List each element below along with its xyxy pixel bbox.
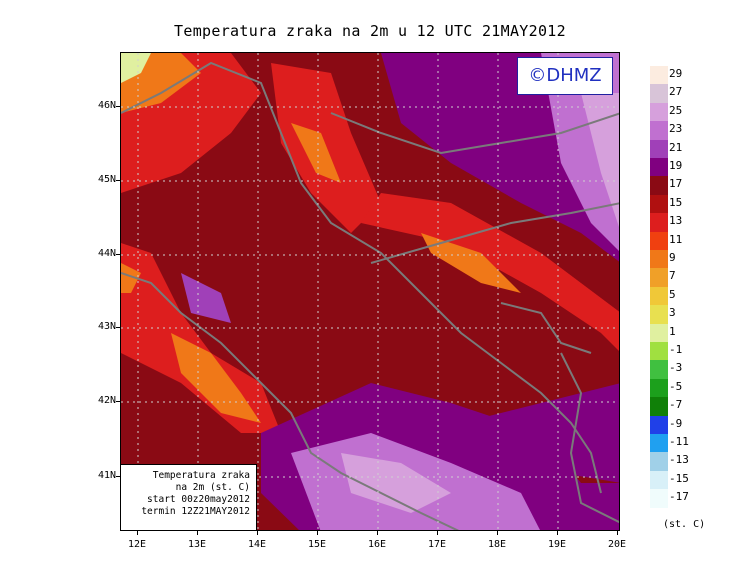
legend-swatch <box>650 268 668 287</box>
lat-label-42n: 42N <box>97 395 116 406</box>
lon-tick <box>557 531 558 535</box>
legend-swatch <box>650 231 668 250</box>
lat-tick <box>116 401 120 402</box>
legend-swatch <box>650 139 668 158</box>
legend-label: 21 <box>669 140 683 154</box>
legend-label: 11 <box>669 232 683 246</box>
lon-label-15e: 15E <box>307 539 327 550</box>
legend-label: 27 <box>669 85 683 99</box>
lon-label-12e: 12E <box>127 539 147 550</box>
lon-label-16e: 16E <box>367 539 387 550</box>
legend-label: 7 <box>669 269 676 283</box>
map-title: Temperatura zraka na 2m u 12 UTC 21MAY20… <box>174 22 566 40</box>
legend-swatch <box>650 250 668 269</box>
temperature-map: ©DHMZ Temperatura zraka na 2m (st. C) st… <box>120 52 620 531</box>
lat-label-43n: 43N <box>97 321 116 332</box>
legend-swatch <box>650 489 668 508</box>
info-line-level: na 2m (st. C) <box>175 482 250 493</box>
info-line-variable: Temperatura zraka <box>152 470 250 481</box>
info-line-valid: termin 12Z21MAY2012 <box>141 506 250 517</box>
legend-swatch <box>650 213 668 232</box>
legend-label: -15 <box>669 471 689 485</box>
lon-label-17e: 17E <box>427 539 447 550</box>
lon-tick <box>257 531 258 535</box>
legend-swatch <box>650 121 668 140</box>
legend-label: -1 <box>669 343 683 356</box>
legend-label: 29 <box>669 67 683 80</box>
lat-tick <box>116 254 120 255</box>
legend-label: 25 <box>669 103 683 117</box>
lon-tick <box>497 531 498 535</box>
lat-label-44n: 44N <box>97 248 116 259</box>
legend-swatch <box>650 286 668 306</box>
legend-swatch <box>650 84 668 103</box>
legend-unit: (st. C) <box>663 519 706 530</box>
legend-label: -13 <box>669 453 689 467</box>
lon-label-19e: 19E <box>547 539 567 550</box>
legend-swatch <box>650 342 668 361</box>
legend-swatch <box>650 102 668 122</box>
lon-tick <box>137 531 138 535</box>
legend-label: 17 <box>669 177 683 191</box>
run-info-box: Temperatura zraka na 2m (st. C) start 00… <box>121 464 257 530</box>
lon-label-13e: 13E <box>187 539 207 550</box>
legend-swatch <box>650 305 668 324</box>
legend-swatch <box>650 378 668 398</box>
lon-tick <box>197 531 198 535</box>
lon-tick <box>317 531 318 535</box>
legend-swatch <box>650 360 668 379</box>
legend-swatch <box>650 415 668 434</box>
lon-label-18e: 18E <box>487 539 507 550</box>
lon-tick <box>617 531 618 535</box>
legend-label: 13 <box>669 214 683 228</box>
legend-swatch <box>650 323 668 342</box>
lat-tick <box>116 180 120 181</box>
legend-label: 9 <box>669 251 676 264</box>
legend-label: 5 <box>669 287 676 301</box>
lon-tick <box>377 531 378 535</box>
legend-swatch <box>650 158 668 177</box>
legend-swatch <box>650 434 668 453</box>
dhmz-copyright: ©DHMZ <box>517 57 613 95</box>
lat-label-45n: 45N <box>97 174 116 185</box>
legend-swatch <box>650 194 668 214</box>
lat-tick <box>116 106 120 107</box>
info-line-start: start 00z20may2012 <box>147 494 250 505</box>
legend-label: 23 <box>669 122 683 136</box>
legend-label: -11 <box>669 435 689 448</box>
legend-label: -5 <box>669 379 683 393</box>
legend-swatch <box>650 176 668 195</box>
lat-label-46n: 46N <box>97 100 116 111</box>
lon-label-14e: 14E <box>247 539 267 550</box>
legend-swatch <box>650 470 668 490</box>
lat-label-41n: 41N <box>97 470 116 481</box>
lat-tick <box>116 327 120 328</box>
legend-swatch <box>650 397 668 416</box>
lat-tick <box>116 476 120 477</box>
legend-label: -7 <box>669 398 683 412</box>
legend-label: 19 <box>669 159 683 172</box>
legend-label: 15 <box>669 195 683 209</box>
legend-label: 1 <box>669 324 676 338</box>
legend-label: -17 <box>669 490 689 504</box>
legend-label: 3 <box>669 306 676 320</box>
legend-swatch <box>650 66 668 85</box>
lon-tick <box>437 531 438 535</box>
legend-label: -3 <box>669 361 683 375</box>
legend-label: -9 <box>669 416 683 430</box>
lon-label-20e: 20E <box>607 539 627 550</box>
legend-swatch <box>650 452 668 471</box>
temperature-field <box>121 53 619 530</box>
